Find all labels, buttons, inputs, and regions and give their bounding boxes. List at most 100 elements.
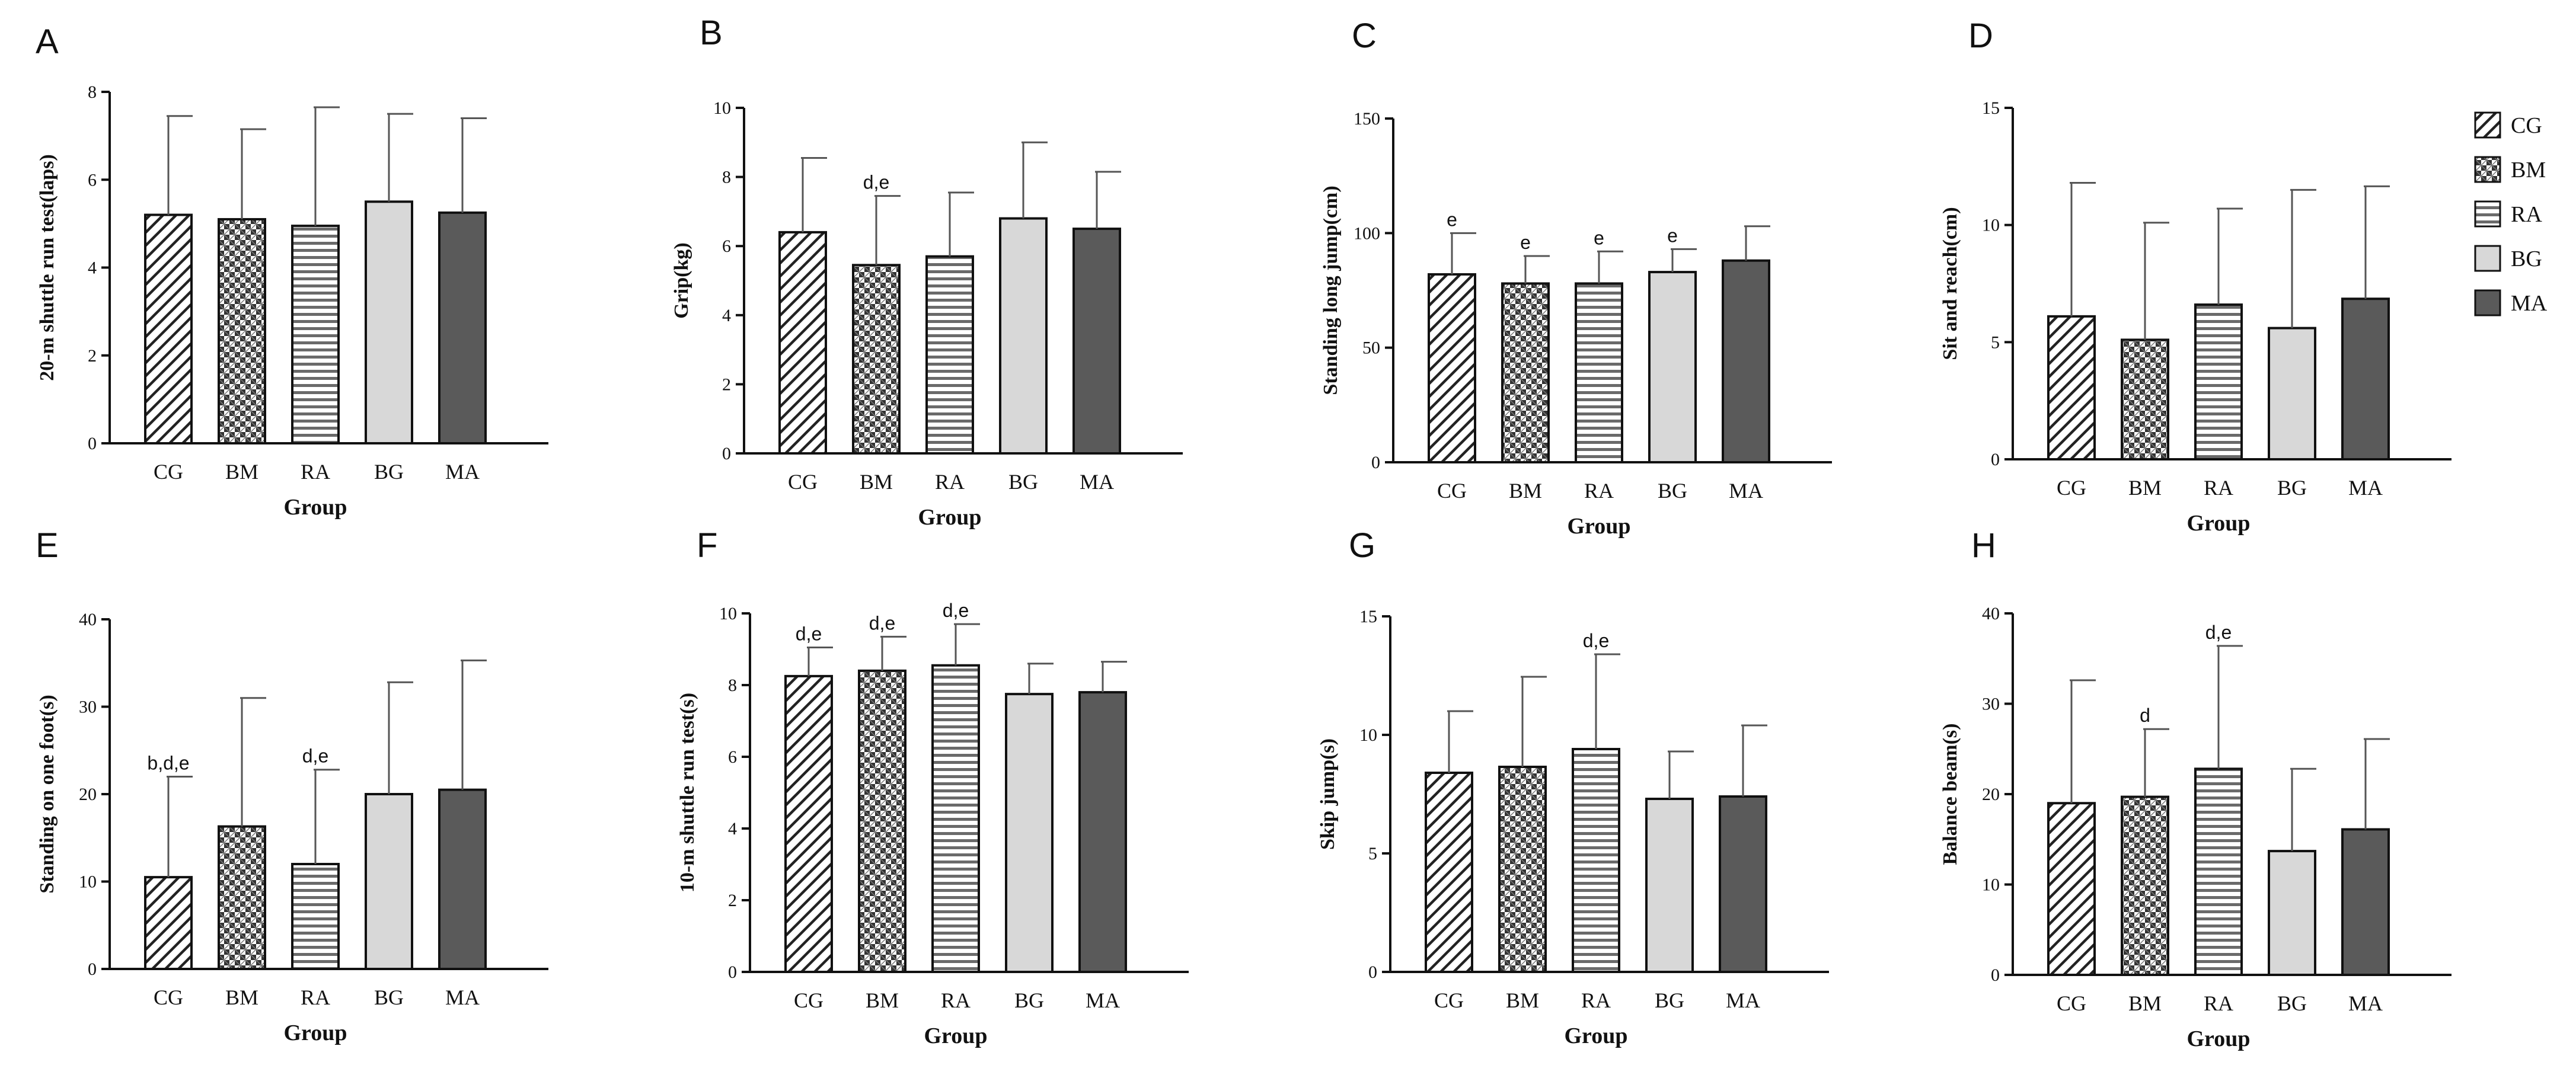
- panel-b-y-tick-label: 6: [722, 236, 731, 256]
- panel-c-y-tick-label: 150: [1354, 109, 1380, 129]
- panel-f-letter: F: [697, 526, 717, 565]
- panel-h-y-tick-label: 30: [1982, 695, 2000, 714]
- panel-a-x-label: Group: [283, 495, 347, 520]
- panel-g-x-tick-label: BG: [1655, 989, 1684, 1012]
- panel-c-y-tick-label: 50: [1362, 338, 1380, 358]
- panel-e-x-label: Group: [283, 1021, 347, 1045]
- panel-f-annotation-ra: d,e: [943, 600, 969, 621]
- panel-g-y-tick-label: 10: [1359, 725, 1377, 745]
- panel-a-y-tick-label: 8: [88, 82, 97, 102]
- panel-d-bar-cg: [2047, 315, 2096, 461]
- panel-b-annotation-bm: d,e: [863, 172, 889, 193]
- panel-f-y-tick-label: 2: [728, 891, 737, 910]
- legend-label-bm: BM: [2511, 158, 2546, 183]
- panel-c-annotation-bm: e: [1520, 232, 1531, 253]
- legend-swatch-ra: [2474, 200, 2501, 228]
- panel-b-x-tick-label: BG: [1008, 470, 1038, 494]
- panel-h-y-tick-label: 0: [1991, 965, 2000, 985]
- panel-b-x-tick-label: RA: [935, 470, 965, 494]
- panel-c-bar-bm: [1501, 282, 1550, 463]
- panel-b-x-tick-label: CG: [788, 470, 818, 494]
- panel-e-y-tick-label: 30: [79, 698, 97, 717]
- panel-d-x-tick-label: BM: [2128, 476, 2162, 500]
- panel-f: F 0 2 4 6 8 10 10-m shuttle run test(s) d,e CG d,e…: [676, 526, 1189, 1048]
- panel-d-x-label: Group: [2186, 511, 2250, 536]
- panel-h: H 0 10 20 30 40 Balance beam(s) CG d BM d,e RA BG MA G…: [1939, 526, 2451, 1051]
- panel-a-y-tick-label: 6: [88, 170, 97, 190]
- panel-d-x-tick-label: RA: [2204, 476, 2233, 500]
- panel-f-y-tick-label: 8: [728, 676, 737, 695]
- panel-c-x-tick-label: BG: [1658, 479, 1687, 503]
- panel-d-bar-ma: [2341, 298, 2390, 460]
- legend-swatch-bm: [2474, 156, 2501, 183]
- panel-d-letter: D: [1968, 17, 1993, 55]
- panel-a-bar-bm: [218, 217, 266, 444]
- panel-e-x-tick-label: BG: [374, 986, 404, 1009]
- panel-f-bar-bg: [1005, 693, 1054, 973]
- panel-c-x-label: Group: [1567, 514, 1630, 539]
- panel-b-bar-cg: [778, 231, 827, 455]
- panel-d-bar-bm: [2121, 338, 2169, 460]
- panel-e-y-tick-label: 0: [88, 959, 97, 979]
- panel-b-bar-bm: [852, 264, 901, 455]
- panel-b-y-tick-label: 2: [722, 375, 731, 394]
- panel-d-y-tick-label: 0: [1991, 450, 2000, 469]
- panel-e-bar-bg: [365, 793, 413, 970]
- panel-g-x-tick-label: CG: [1434, 989, 1464, 1012]
- panel-h-y-tick-label: 20: [1982, 785, 2000, 804]
- panel-e-y-tick-label: 40: [79, 610, 97, 629]
- legend-swatch-ma: [2474, 289, 2501, 316]
- panel-e-annotation-ra: d,e: [302, 746, 328, 767]
- panel-b-letter: B: [700, 14, 723, 52]
- panel-c-y-label: Standing long jump(cm): [1320, 185, 1342, 395]
- panel-h-x-tick-label: BM: [2128, 991, 2162, 1015]
- panel-h-bar-cg: [2047, 802, 2096, 976]
- panel-f-x-tick-label: CG: [794, 989, 823, 1012]
- panel-h-annotation-ra: d,e: [2205, 622, 2232, 643]
- panel-a-bar-bg: [365, 200, 413, 444]
- panel-f-y-label: 10-m shuttle run test(s): [676, 693, 698, 893]
- panel-g-bar-cg: [1425, 772, 1473, 973]
- panel-c: C 0 50 100 150 Standing long jump(cm) e CG e BM e R…: [1320, 17, 1832, 539]
- panel-f-x-tick-label: RA: [941, 989, 971, 1012]
- panel-f-annotation-cg: d,e: [796, 623, 822, 644]
- panel-b-y-tick-label: 0: [722, 444, 731, 463]
- panel-e-x-tick-label: BM: [225, 986, 258, 1009]
- panel-d-y-tick-label: 10: [1982, 216, 2000, 235]
- panel-h-annotation-bm: d: [2140, 705, 2150, 726]
- panel-f-x-tick-label: BM: [866, 989, 899, 1012]
- panel-c-bar-ra: [1575, 282, 1623, 463]
- panel-g-bar-bm: [1498, 766, 1547, 973]
- panel-e-bar-bm: [218, 825, 266, 970]
- panel-a-x-tick-label: BM: [225, 460, 258, 484]
- panel-c-bar-ma: [1722, 259, 1770, 463]
- panel-a-letter: A: [36, 23, 59, 61]
- panel-h-bar-bm: [2121, 795, 2169, 976]
- panel-b-bar-ra: [925, 255, 974, 455]
- panel-c-bar-cg: [1428, 273, 1476, 463]
- panel-h-x-tick-label: MA: [2348, 991, 2383, 1015]
- panel-h-x-label: Group: [2186, 1026, 2250, 1051]
- panel-d-y-tick-label: 15: [1982, 98, 2000, 118]
- panel-f-y-tick-label: 4: [728, 819, 737, 839]
- panel-g-x-tick-label: BM: [1506, 989, 1539, 1012]
- panel-b-bar-ma: [1072, 228, 1121, 455]
- panel-a-y-tick-label: 4: [88, 258, 97, 278]
- panel-h-bar-ma: [2341, 828, 2390, 976]
- panel-c-x-tick-label: RA: [1584, 479, 1614, 503]
- panel-e: E 0 10 20 30 40 Standing on one foot(s) b,d,e CG…: [36, 526, 548, 1045]
- panel-e-y-label: Standing on one foot(s): [36, 695, 58, 893]
- panel-c-annotation-ra: e: [1594, 227, 1604, 248]
- panel-f-bar-cg: [784, 674, 833, 973]
- panel-d: D 0 5 10 15 Sit and reach(cm) CG BM RA BG MA Group: [1939, 17, 2451, 536]
- panel-h-y-tick-label: 40: [1982, 604, 2000, 623]
- legend-label-ra: RA: [2511, 202, 2542, 227]
- panel-b: B 0 2 4 6 8 10 Grip(kg) CG d,e BM RA BG MA Group: [671, 14, 1183, 530]
- panel-g-y-tick-label: 5: [1368, 844, 1377, 863]
- panel-a-y-tick-label: 2: [88, 346, 97, 366]
- panel-f-y-tick-label: 10: [719, 604, 737, 623]
- panel-b-y-tick-label: 8: [722, 168, 731, 187]
- panel-h-bar-ra: [2194, 767, 2243, 977]
- panel-f-x-tick-label: BG: [1014, 989, 1044, 1012]
